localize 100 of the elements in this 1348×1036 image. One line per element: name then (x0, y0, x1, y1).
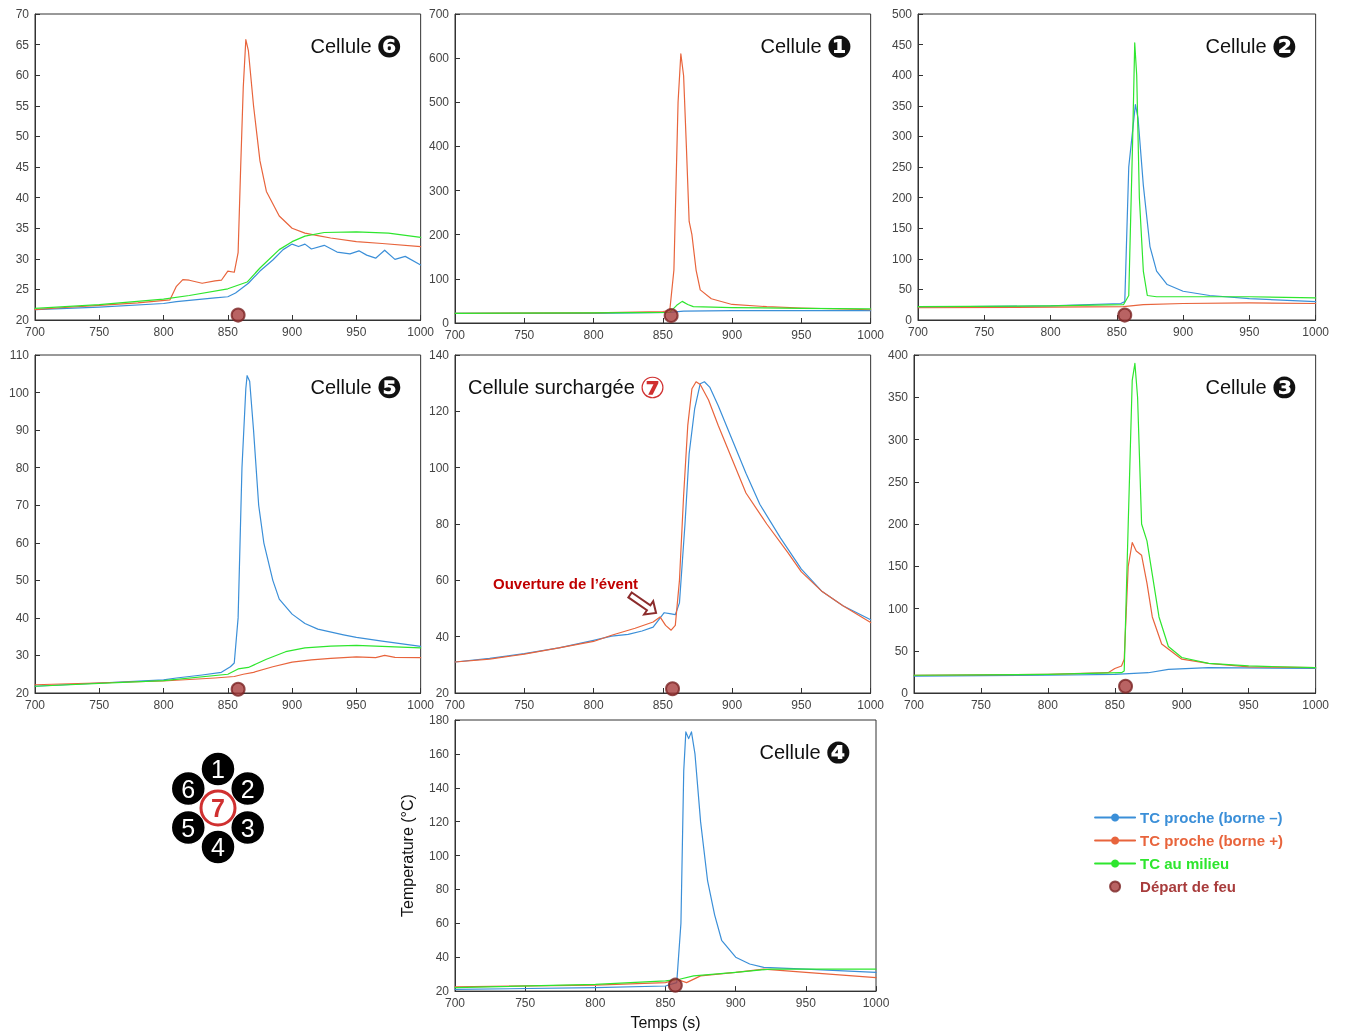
y-tick-label: 700 (428, 7, 450, 21)
y-tick-label: 200 (887, 517, 909, 531)
y-tick-label: 45 (15, 160, 30, 174)
x-tick-label: 750 (514, 698, 535, 712)
x-tick-label: 850 (217, 698, 239, 712)
y-tick-label: 300 (891, 129, 913, 144)
x-tick-label: 900 (1171, 698, 1193, 712)
y-tick-label: 600 (428, 51, 450, 66)
y-tick-label: 40 (15, 610, 30, 625)
x-tick-label: 1000 (407, 325, 435, 339)
x-tick-label: 700 (444, 328, 466, 342)
y-tick-label: 65 (15, 37, 30, 52)
x-tick-label: 900 (1173, 325, 1194, 339)
x-tick-label: 1000 (857, 328, 885, 342)
y-tick-label: 20 (15, 686, 30, 700)
x-tick-label: 950 (795, 996, 817, 1011)
y-tick-label: 180 (428, 713, 450, 727)
x-tick-label: 950 (791, 698, 812, 712)
x-tick-label: 900 (722, 328, 743, 342)
x-tick-label: 750 (515, 996, 536, 1011)
text: Cellule ❺ (310, 369, 403, 405)
text: Cellule ❹ (759, 734, 852, 770)
x-tick-label: 950 (346, 325, 367, 339)
x-tick-label: 800 (153, 325, 174, 339)
annotation: Ouverture de l’évent (492, 574, 639, 592)
x-tick-label: 750 (974, 325, 995, 339)
text: Cellule ❶ (760, 28, 853, 64)
y-tick-label: 500 (428, 95, 450, 110)
legend-label: TC proche (borne +) (1140, 832, 1284, 849)
x-tick-label: 750 (89, 698, 110, 712)
y-tick-label: 200 (891, 190, 913, 205)
x-tick-label: 850 (655, 996, 676, 1011)
x-tick-label: 750 (89, 325, 110, 339)
y-tick-label: 60 (15, 68, 30, 83)
y-tick-label: 50 (15, 129, 30, 144)
x-tick-label: 800 (1037, 698, 1059, 712)
x-tick-label: 900 (282, 698, 303, 712)
y-tick-label: 60 (435, 573, 450, 588)
y-tick-label: 80 (15, 460, 30, 475)
y-tick-label: 40 (435, 629, 450, 644)
y-tick-label: 30 (15, 251, 30, 266)
y-tick-label: 120 (428, 404, 450, 419)
y-tick-label: 200 (428, 227, 450, 242)
x-tick-label: 900 (722, 698, 743, 712)
y-tick-label: 35 (15, 221, 30, 236)
y-tick-label: 150 (887, 559, 909, 574)
y-tick-label: 100 (8, 385, 30, 400)
y-tick-label: 100 (887, 601, 909, 616)
y-tick-label: 300 (887, 432, 909, 447)
x-tick-label: 750 (970, 698, 992, 712)
x-tick-label: 1000 (1302, 698, 1330, 712)
y-tick-label: 160 (428, 746, 450, 761)
text: Cellule ❸ (1205, 369, 1298, 405)
y-tick-label: 55 (15, 98, 30, 113)
y-tick-label: 300 (428, 183, 450, 198)
x-tick-label: 700 (24, 325, 46, 339)
y-tick-label: 500 (891, 7, 913, 21)
x-tick-label: 900 (725, 996, 746, 1011)
line-series (34, 231, 422, 309)
x-tick-label: 1000 (862, 996, 890, 1011)
text: Cellule ❷ (1205, 28, 1298, 64)
y-tick-label: 350 (887, 390, 909, 405)
y-tick-label: 20 (435, 686, 450, 700)
y-tick-label: 50 (894, 643, 909, 658)
y-tick-label: 150 (891, 221, 913, 236)
legend-label: TC proche (borne –) (1140, 809, 1283, 826)
x-tick-label: 850 (652, 328, 674, 342)
y-tick-label: 100 (428, 460, 450, 475)
x-axis-title: Temps (s) (630, 1013, 701, 1031)
y-tick-label: 25 (15, 282, 30, 297)
x-tick-label: 850 (1104, 698, 1126, 712)
y-tick-label: 0 (901, 686, 909, 700)
x-tick-label: 1000 (857, 698, 885, 712)
y-tick-label: 70 (15, 7, 30, 21)
line-series (913, 362, 1317, 676)
x-tick-label: 750 (514, 328, 535, 342)
y-tick-label: 100 (428, 848, 450, 863)
y-tick-label: 140 (428, 780, 450, 795)
line-series (913, 667, 1317, 677)
line-series (34, 644, 422, 687)
x-tick-label: 950 (1239, 325, 1260, 339)
y-tick-label: 450 (891, 37, 913, 52)
x-tick-label: 850 (1106, 325, 1128, 339)
y-axis-title: Temperature (°C) (398, 794, 416, 917)
y-tick-label: 20 (435, 984, 450, 999)
y-tick-label: 80 (435, 517, 450, 531)
x-tick-label: 700 (444, 698, 466, 712)
text: Cellule ❻ (310, 28, 403, 64)
x-tick-label: 950 (346, 698, 367, 712)
y-tick-label: 70 (15, 498, 30, 513)
text: Cellule surchargée ⑦ (468, 369, 666, 405)
x-tick-label: 850 (652, 698, 674, 712)
y-tick-label: 40 (435, 950, 450, 965)
y-tick-label: 120 (428, 814, 450, 829)
x-tick-label: 800 (1040, 325, 1061, 339)
y-tick-label: 50 (898, 282, 913, 297)
x-tick-label: 900 (282, 325, 303, 339)
y-tick-label: 0 (442, 316, 450, 330)
legend-label: TC au milieu (1140, 855, 1230, 872)
y-tick-label: 20 (15, 313, 30, 327)
